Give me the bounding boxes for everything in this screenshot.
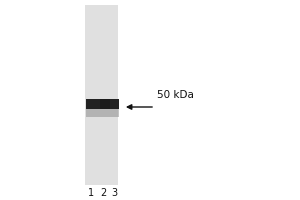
Bar bbox=[100, 109, 110, 117]
Bar bbox=[85, 5, 118, 185]
Bar bbox=[86, 109, 100, 117]
Bar bbox=[110, 99, 119, 109]
Text: 50 kDa: 50 kDa bbox=[157, 90, 194, 100]
Text: 3: 3 bbox=[111, 188, 117, 198]
Bar bbox=[100, 99, 110, 109]
Text: 1: 1 bbox=[88, 188, 94, 198]
Bar bbox=[110, 109, 119, 117]
Text: 2: 2 bbox=[100, 188, 106, 198]
Bar bbox=[86, 99, 100, 109]
